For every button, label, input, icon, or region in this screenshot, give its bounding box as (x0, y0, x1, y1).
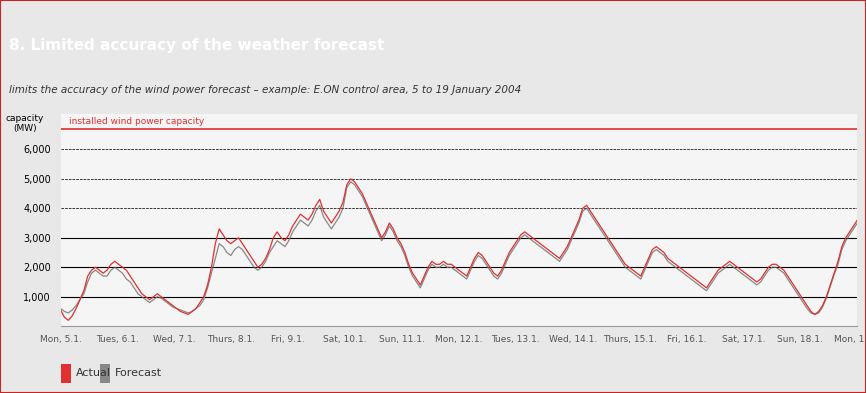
Text: Mon, 12.1.: Mon, 12.1. (436, 336, 482, 344)
Bar (100, 364, 111, 383)
Text: Mon, 5.1.: Mon, 5.1. (40, 336, 81, 344)
Text: Thurs, 8.1.: Thurs, 8.1. (207, 336, 255, 344)
Text: Sat, 10.1.: Sat, 10.1. (323, 336, 367, 344)
Text: limits the accuracy of the wind power forecast – example: E.ON control area, 5 t: limits the accuracy of the wind power fo… (9, 85, 521, 95)
Text: Wed, 7.1.: Wed, 7.1. (153, 336, 196, 344)
Text: Forecast: Forecast (114, 368, 162, 378)
Text: Tues, 13.1.: Tues, 13.1. (492, 336, 540, 344)
Text: Sun, 18.1.: Sun, 18.1. (778, 336, 824, 344)
Text: Sun, 11.1.: Sun, 11.1. (379, 336, 425, 344)
Text: Actual: Actual (76, 368, 111, 378)
Text: Thurs, 15.1.: Thurs, 15.1. (603, 336, 656, 344)
Text: Sat, 17.1.: Sat, 17.1. (721, 336, 766, 344)
Y-axis label: capacity
(MW): capacity (MW) (5, 114, 44, 133)
Text: Fri, 16.1.: Fri, 16.1. (667, 336, 707, 344)
Text: Mon, 19.1.: Mon, 19.1. (834, 336, 866, 344)
Text: 8. Limited accuracy of the weather forecast: 8. Limited accuracy of the weather forec… (9, 38, 385, 53)
Text: Wed, 14.1.: Wed, 14.1. (549, 336, 597, 344)
Text: Tues, 6.1.: Tues, 6.1. (96, 336, 139, 344)
Bar (61, 364, 71, 383)
Text: installed wind power capacity: installed wind power capacity (68, 118, 204, 126)
Text: Fri, 9.1.: Fri, 9.1. (271, 336, 305, 344)
